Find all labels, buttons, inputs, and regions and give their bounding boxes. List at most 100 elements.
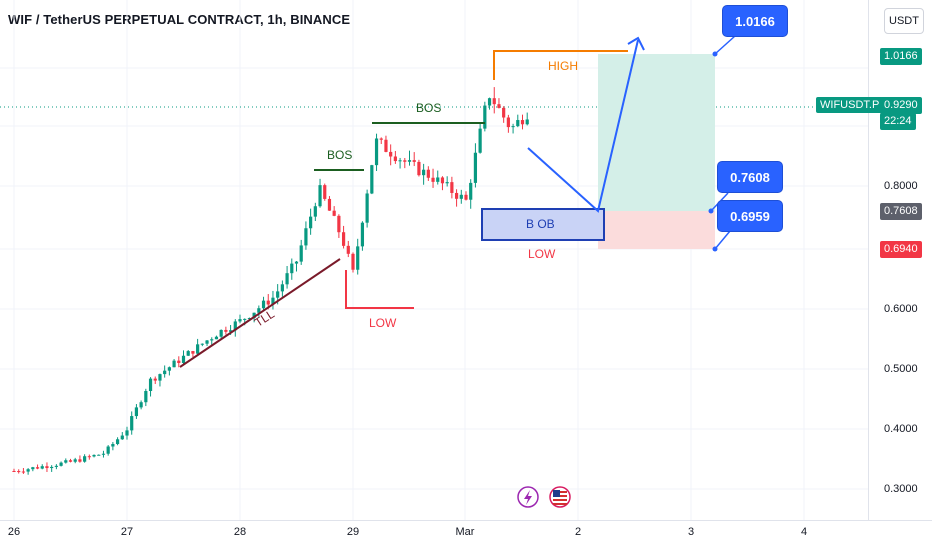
candle-body	[450, 182, 454, 193]
low-label-2: LOW	[528, 247, 556, 261]
candle-body	[445, 182, 449, 184]
candle-body	[440, 177, 445, 184]
candle-body	[389, 151, 393, 157]
candle-body	[97, 454, 101, 456]
candle-body	[464, 194, 468, 200]
us-flag-icon	[549, 486, 571, 508]
candle-body	[205, 340, 209, 344]
price-axis[interactable]	[868, 0, 932, 520]
candle-body	[398, 160, 402, 162]
currency-button[interactable]: USDT	[884, 8, 924, 34]
candle-body	[247, 318, 252, 320]
candle-body	[304, 228, 308, 246]
low-line-1	[345, 270, 414, 309]
ytick-0.4: 0.4000	[884, 423, 918, 435]
candle-body	[111, 444, 115, 447]
time-axis[interactable]	[0, 520, 932, 551]
candle-body	[158, 374, 162, 381]
order-block	[481, 208, 605, 241]
candle-body	[318, 185, 322, 207]
candle-body	[120, 435, 124, 440]
xtick-3: 3	[687, 526, 695, 538]
candle-body	[92, 454, 96, 457]
candle-body	[511, 126, 515, 128]
price-chart[interactable]	[0, 0, 868, 520]
target-callout[interactable]: 1.0166	[723, 6, 787, 36]
candle-body	[54, 465, 58, 467]
candle-body	[224, 329, 228, 332]
candle-body	[525, 119, 529, 125]
candle-body	[26, 469, 30, 472]
target-zone	[598, 54, 715, 211]
candle-body	[407, 160, 412, 162]
candle-body	[115, 439, 120, 445]
candle-body	[243, 318, 247, 320]
candle-body	[323, 185, 327, 199]
candle-body	[87, 456, 91, 458]
candle-body	[360, 222, 365, 247]
candles	[12, 87, 529, 475]
candle-body	[309, 216, 313, 229]
candle-body	[35, 467, 40, 469]
candle-body	[12, 471, 16, 472]
xtick-29: 29	[346, 526, 360, 538]
candle-body	[50, 466, 54, 469]
candle-body	[473, 152, 478, 183]
lightning-icon	[517, 486, 539, 508]
candle-body	[412, 160, 416, 162]
candle-body	[172, 360, 176, 368]
candle-body	[454, 192, 459, 199]
candle-body	[78, 459, 82, 462]
candle-body	[148, 378, 153, 391]
candle-body	[285, 273, 289, 285]
high-price-tag: 1.0166	[880, 48, 922, 65]
chart-title: WIF / TetherUS PERPETUAL CONTRACT, 1h, B…	[8, 12, 351, 27]
candle-body	[257, 308, 261, 313]
candle-body	[341, 232, 346, 246]
candle-body	[181, 355, 186, 363]
candle-body	[483, 105, 487, 129]
xtick-28: 28	[233, 526, 247, 538]
candle-body	[370, 165, 374, 194]
entry-callout[interactable]: 0.7608	[718, 162, 782, 192]
candle-body	[346, 245, 350, 254]
candle-body	[261, 300, 266, 309]
candle-body	[191, 351, 195, 354]
candle-body	[134, 407, 139, 417]
candle-body	[478, 128, 482, 153]
candle-body	[327, 198, 332, 211]
candle-body	[233, 321, 237, 331]
bos-label-2: BOS	[416, 101, 442, 115]
candle-body	[21, 471, 26, 473]
candle-body	[167, 367, 171, 371]
ytick-0.5: 0.5000	[884, 363, 918, 375]
stop-callout[interactable]: 0.6959	[718, 201, 782, 231]
candle-body	[403, 160, 407, 162]
candle-body	[153, 378, 157, 381]
candle-body	[393, 156, 397, 162]
candle-body	[294, 261, 299, 264]
ytick-0.3: 0.3000	[884, 483, 918, 495]
candle-body	[40, 466, 44, 469]
candle-body	[101, 453, 106, 455]
bos-label-1: BOS	[327, 148, 353, 162]
candle-body	[271, 297, 275, 305]
arrow-head	[627, 36, 645, 51]
last-price-tag: 0.9290	[880, 97, 922, 114]
candle-body	[492, 98, 496, 105]
countdown-tag: 22:24	[880, 113, 916, 130]
candle-body	[266, 300, 270, 305]
stop-price-tag: 0.6940	[880, 241, 922, 258]
candle-body	[177, 360, 181, 363]
candle-body	[31, 467, 35, 470]
candle-body	[186, 351, 190, 356]
candle-body	[83, 456, 87, 462]
candle-body	[139, 402, 143, 408]
candle-body	[351, 253, 355, 270]
high-label: HIGH	[548, 59, 578, 73]
candle-body	[200, 343, 204, 345]
ytick-0.6: 0.6000	[884, 303, 918, 315]
candle-body	[506, 117, 510, 128]
xtick-4: 4	[800, 526, 808, 538]
candle-body	[276, 291, 280, 298]
